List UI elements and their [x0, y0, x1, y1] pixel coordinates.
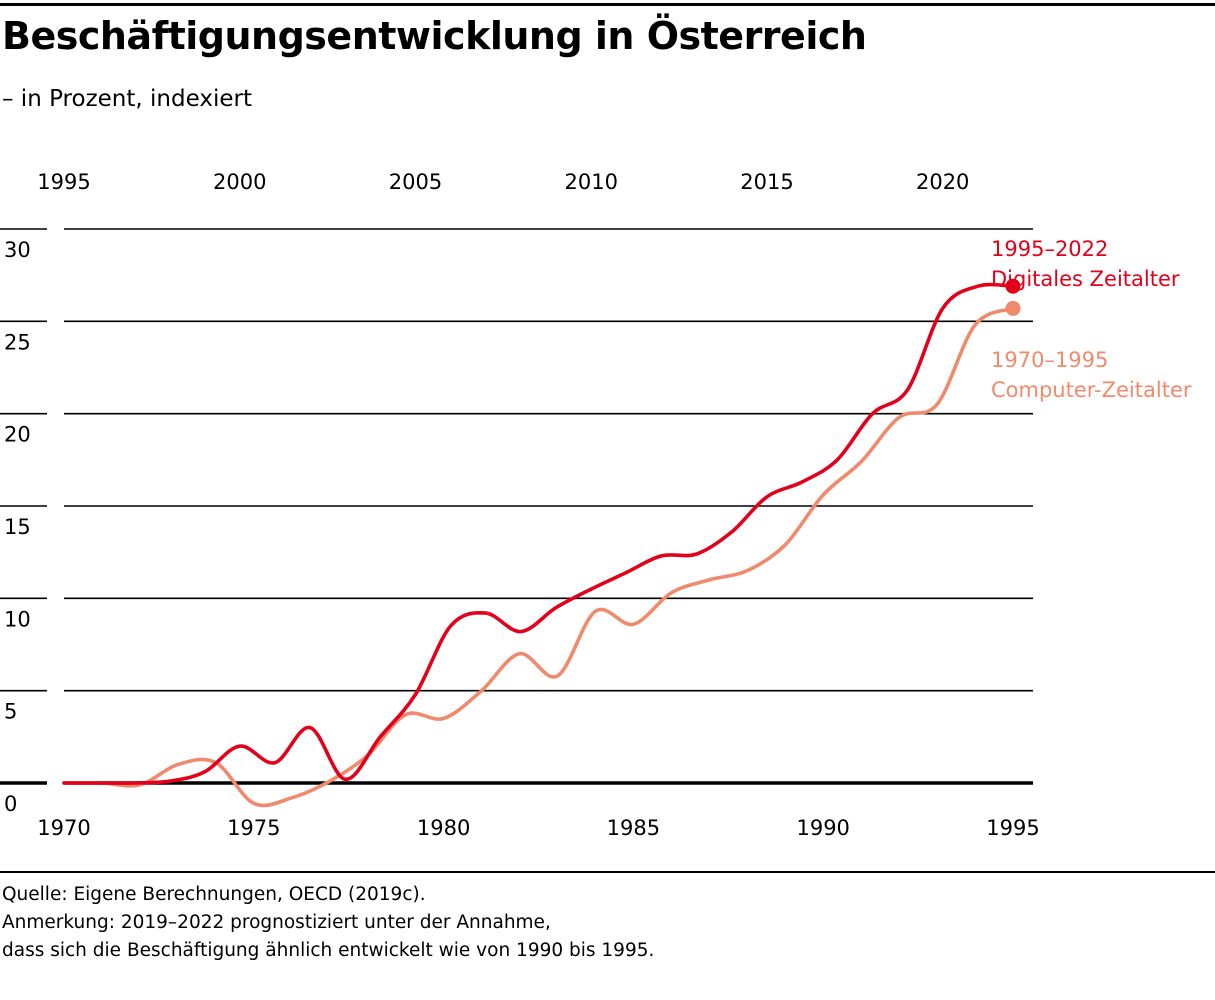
x-bottom-tick-label: 1975	[227, 816, 280, 840]
remark-note: Anmerkung: 2019–2022 prognostiziert unte…	[2, 912, 551, 933]
x-axis-top-ticks: 1995 2000 2005 2010 2015 2020	[37, 170, 969, 194]
x-bottom-tick-label: 1985	[607, 816, 660, 840]
source-notes: Quelle: Eigene Berechnungen, OECD (2019c…	[2, 881, 654, 965]
series-endpoint-computer	[1005, 300, 1021, 316]
series-line-computer	[62, 306, 1015, 808]
remark-note-continued: dass sich die Beschäftigung ähnlich entw…	[2, 940, 655, 961]
y-tick-label: 25	[4, 330, 31, 354]
series-endpoint-digital	[1005, 278, 1021, 294]
series-label-computer: Computer-Zeitalter	[991, 378, 1192, 402]
x-top-tick-label: 1995	[37, 170, 90, 194]
bottom-rule	[0, 871, 1215, 873]
series-label-digital: 1995–2022	[991, 237, 1108, 261]
y-tick-label: 15	[4, 515, 31, 539]
x-top-tick-label: 2005	[389, 170, 442, 194]
x-bottom-tick-label: 1970	[37, 816, 90, 840]
grid-lines	[0, 228, 1033, 785]
y-tick-label: 5	[4, 700, 17, 724]
series-lines	[62, 278, 1021, 808]
series-line-digital	[62, 282, 1015, 785]
y-tick-label: 20	[4, 423, 31, 447]
series-label-digital: Digitales Zeitalter	[991, 267, 1180, 291]
line-chart: 0 5 10 15 20 25 30 1995 2000 2005 2010 2015 2020 19…	[0, 170, 1192, 840]
x-bottom-tick-label: 1995	[986, 816, 1039, 840]
y-axis-ticks: 0 5 10 15 20 25 30	[4, 238, 31, 816]
x-top-tick-label: 2000	[213, 170, 266, 194]
series-labels: 1995–2022 Digitales Zeitalter 1970–1995 Com…	[991, 237, 1192, 402]
x-bottom-tick-label: 1990	[796, 816, 849, 840]
x-axis-bottom-ticks: 1970 1975 1980 1985 1990 1995	[37, 816, 1039, 840]
y-tick-label: 10	[4, 607, 31, 631]
x-top-tick-label: 2015	[740, 170, 793, 194]
source-note: Quelle: Eigene Berechnungen, OECD (2019c…	[2, 884, 426, 905]
x-bottom-tick-label: 1980	[417, 816, 470, 840]
y-tick-label: 30	[4, 238, 31, 262]
page-title: Beschäftigungsentwicklung in Österreich	[2, 14, 867, 58]
series-label-computer: 1970–1995	[991, 348, 1108, 372]
x-top-tick-label: 2010	[564, 170, 617, 194]
x-top-tick-label: 2020	[916, 170, 969, 194]
page-subtitle: – in Prozent, indexiert	[2, 86, 252, 112]
y-tick-label: 0	[4, 792, 17, 816]
top-rule	[0, 3, 1215, 6]
